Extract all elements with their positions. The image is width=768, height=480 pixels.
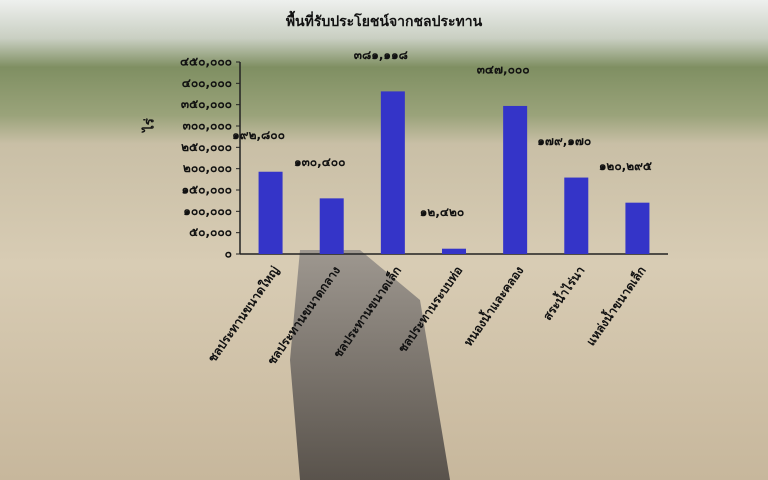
bar xyxy=(380,91,405,255)
value-label: ๑๗๙,๑๗๐ xyxy=(537,134,591,148)
y-tick-label: ๕๐,๐๐๐ xyxy=(189,225,232,239)
y-tick-label: ๓๕๐,๐๐๐ xyxy=(181,97,232,111)
bar xyxy=(564,177,589,254)
y-tick-label: ๒๐๐,๐๐๐ xyxy=(183,161,232,175)
value-label: ๓๔๗,๐๐๐ xyxy=(477,62,530,76)
value-label: ๑๙๒,๘๐๐ xyxy=(232,128,285,142)
value-label: ๓๘๑,๑๑๘ xyxy=(354,48,408,62)
y-tick-label: ๑๕๐,๐๐๐ xyxy=(181,183,232,197)
y-tick-label: ๒๕๐,๐๐๐ xyxy=(181,140,232,154)
y-tick-label: ๑๐๐,๐๐๐ xyxy=(183,204,232,218)
y-tick-label: ๔๕๐,๐๐๐ xyxy=(180,55,232,69)
bar xyxy=(625,202,650,254)
y-tick-label: ๓๐๐,๐๐๐ xyxy=(183,119,232,133)
y-tick-label: ๐ xyxy=(225,247,232,261)
bar xyxy=(258,171,283,254)
background-ditch xyxy=(290,250,450,480)
y-axis-label: ไร่ xyxy=(141,118,158,134)
bar xyxy=(503,105,528,255)
bar xyxy=(319,198,344,254)
value-label: ๑๒,๔๒๐ xyxy=(420,205,464,219)
chart-title: พื้นที่รับประโยชน์จากชลประทาน xyxy=(286,10,483,30)
value-label: ๑๒๐,๒๙๕ xyxy=(599,159,652,173)
bar xyxy=(442,248,466,254)
value-label: ๑๓๐,๔๐๐ xyxy=(294,155,345,169)
y-tick-label: ๔๐๐,๐๐๐ xyxy=(182,76,232,90)
